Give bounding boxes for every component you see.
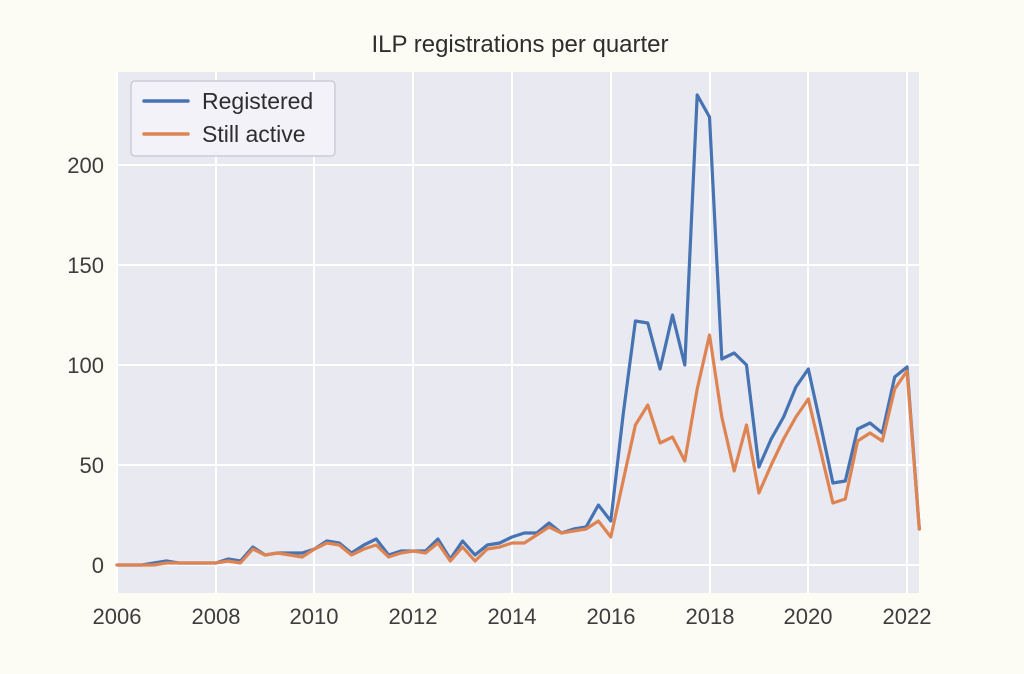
- x-tick-2020: 2020: [784, 604, 833, 629]
- y-tick-150: 150: [67, 253, 104, 278]
- x-tick-2012: 2012: [389, 604, 438, 629]
- x-axis-tick-labels: 2006 2008 2010 2012 2014 2016 2018 2020 …: [93, 604, 932, 629]
- y-tick-200: 200: [67, 153, 104, 178]
- line-still-active: [115, 333, 921, 567]
- x-tick-2022: 2022: [883, 604, 932, 629]
- x-tick-2016: 2016: [587, 604, 636, 629]
- x-tick-2008: 2008: [192, 604, 241, 629]
- plot-area: [117, 72, 919, 593]
- x-tick-2010: 2010: [290, 604, 339, 629]
- series-lines: [115, 93, 921, 567]
- x-tick-2014: 2014: [488, 604, 537, 629]
- x-tick-2006: 2006: [93, 604, 142, 629]
- y-axis-tick-labels: 0 50 100 150 200: [67, 153, 104, 578]
- y-tick-0: 0: [92, 553, 104, 578]
- x-tick-2018: 2018: [686, 604, 735, 629]
- y-tick-100: 100: [67, 353, 104, 378]
- legend: Registered Still active: [130, 80, 336, 157]
- chart-title: ILP registrations per quarter: [371, 31, 668, 58]
- legend-label-still-active: Still active: [202, 121, 306, 147]
- y-tick-50: 50: [80, 453, 104, 478]
- legend-label-registered: Registered: [202, 88, 313, 114]
- gridlines: [116, 72, 919, 593]
